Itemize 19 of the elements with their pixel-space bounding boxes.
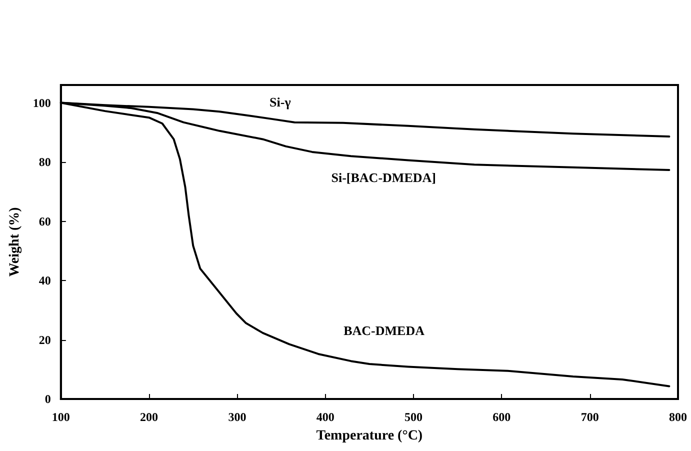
y-tick-label: 60 — [38, 214, 51, 228]
x-tick-label: 800 — [669, 410, 687, 424]
y-tick-label: 40 — [38, 274, 51, 288]
x-tick-label: 700 — [580, 410, 599, 424]
y-tick-label: 100 — [32, 96, 51, 110]
x-tick-label: 500 — [404, 410, 423, 424]
x-tick-label: 100 — [52, 410, 70, 424]
y-tick-label: 80 — [38, 155, 51, 170]
x-tick-label: 300 — [228, 410, 246, 424]
x-axis-title: Temperature (°C) — [316, 428, 423, 444]
series-label: BAC-DMEDA — [344, 322, 426, 338]
y-axis-title: Weight (%) — [8, 206, 22, 277]
x-tick-label: 600 — [492, 410, 511, 424]
x-tick-label: 400 — [316, 410, 334, 424]
y-tick-label: 0 — [44, 392, 51, 406]
series-label: Si-γ — [270, 94, 291, 110]
x-tick-label: 200 — [140, 410, 158, 424]
y-tick-label: 20 — [38, 332, 51, 347]
series-label: Si-[BAC-DMEDA] — [331, 170, 436, 185]
